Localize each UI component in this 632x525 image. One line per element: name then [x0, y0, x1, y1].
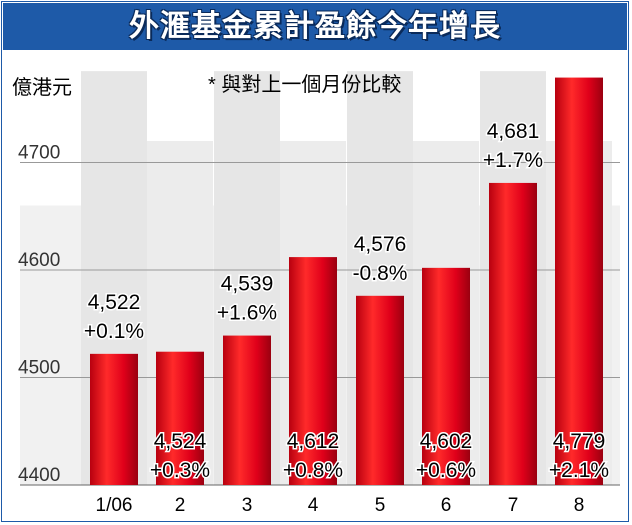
- y-axis-label: 億港元: [12, 76, 72, 99]
- bar: [223, 335, 271, 485]
- data-value-label: 4,576: [354, 233, 407, 256]
- data-change-label: +0.8%: [283, 459, 343, 482]
- x-tick-label: 3: [242, 495, 253, 516]
- data-change-label: +2.1%: [549, 459, 609, 482]
- bar: [555, 77, 603, 485]
- data-value-label: 4,602: [420, 430, 473, 453]
- bar: [489, 182, 537, 486]
- y-tick-label: 4500: [18, 358, 60, 379]
- data-value-label: 4,524: [154, 430, 207, 453]
- title-bar: 外滙基金累計盈餘今年增長: [3, 3, 627, 50]
- data-change-label: +0.6%: [416, 459, 476, 482]
- y-tick-label: 4400: [18, 465, 60, 486]
- x-tick-label: 6: [441, 495, 452, 516]
- x-tick-label: 7: [508, 495, 519, 516]
- x-tick-label: 8: [574, 495, 585, 516]
- data-change-label: +0.3%: [150, 459, 210, 482]
- comparison-note: * 與對上一個月份比較: [208, 73, 401, 96]
- data-change-label: +0.1%: [84, 320, 144, 343]
- bar: [156, 351, 204, 485]
- data-value-label: 4,779: [553, 430, 606, 453]
- y-tick-label: 4600: [18, 250, 60, 271]
- data-value-label: 4,539: [221, 273, 274, 296]
- bar: [422, 267, 470, 485]
- data-value-label: 4,612: [287, 430, 340, 453]
- y-tick-label: 4700: [18, 143, 60, 164]
- x-tick-label: 5: [375, 495, 386, 516]
- data-change-label: +1.6%: [217, 302, 277, 325]
- x-tick-label: 1/06: [96, 495, 133, 516]
- chart-title: 外滙基金累計盈餘今年增長: [129, 9, 501, 44]
- data-value-label: 4,522: [88, 291, 141, 314]
- data-value-label: 4,681: [487, 120, 540, 143]
- bar: [356, 295, 404, 485]
- x-tick-label: 4: [308, 495, 319, 516]
- x-tick-label: 2: [175, 495, 186, 516]
- bar: [90, 353, 138, 485]
- bar: [289, 257, 337, 485]
- data-change-label: -0.8%: [353, 262, 408, 285]
- data-change-label: +1.7%: [483, 149, 543, 172]
